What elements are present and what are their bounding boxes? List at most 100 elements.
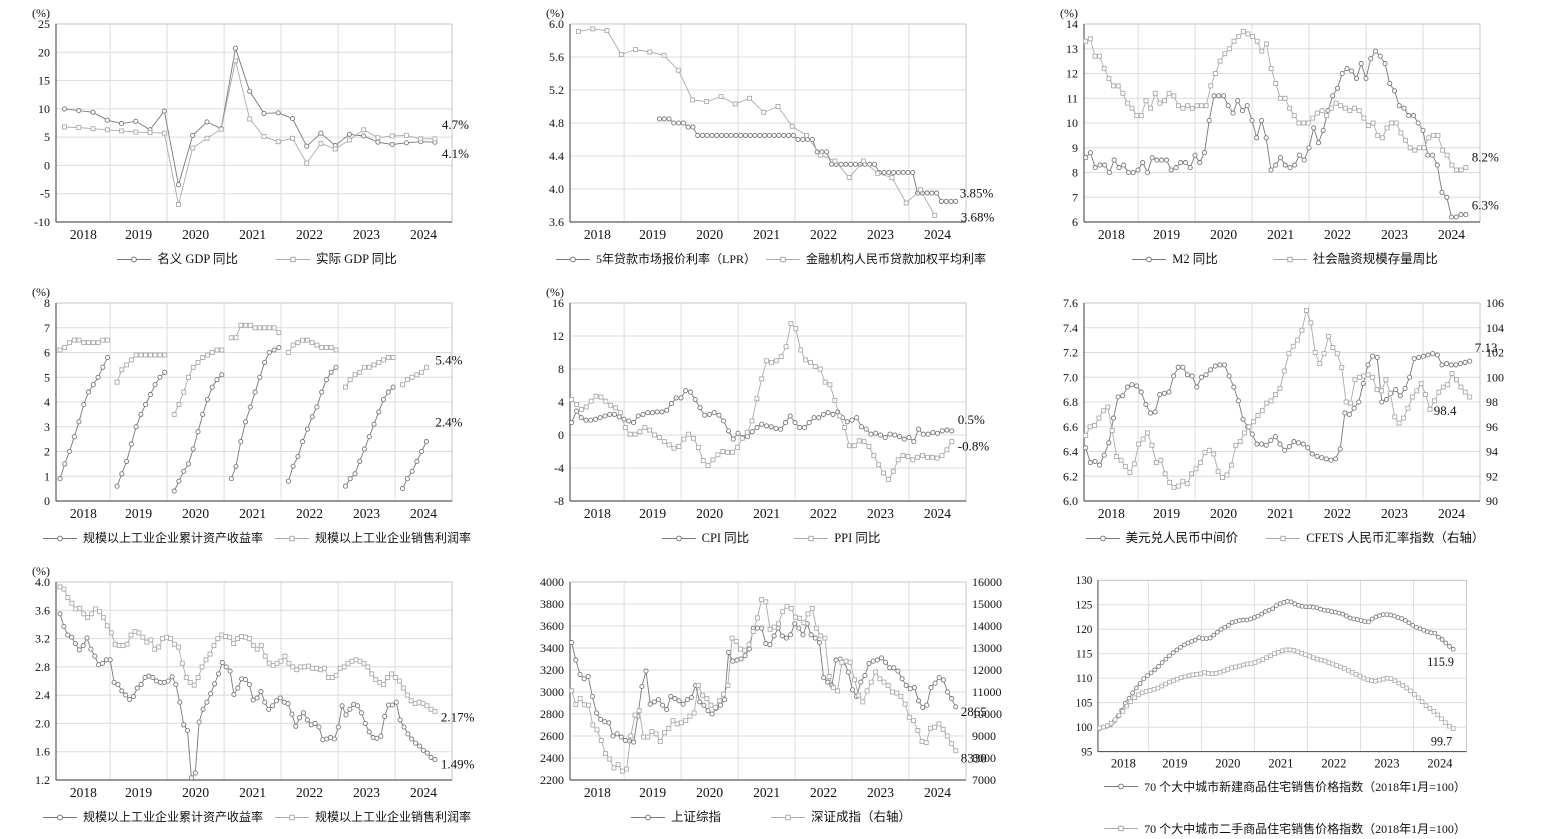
series-0 (1097, 598, 1456, 731)
svg-text:90: 90 (1486, 494, 1498, 508)
svg-text:102: 102 (1486, 346, 1504, 360)
svg-text:0: 0 (558, 428, 564, 442)
series-end-value-label: 3.85% (960, 185, 994, 200)
series-markers-square (1083, 307, 1473, 490)
industrial-cumulative-legend: 规模以上工业企业累计资产收益率 规模以上工业企业销售利润率 (42, 530, 471, 546)
m2-plot: 14 13 12 11 10 9 8 7 6 (%) 2018 2019 2020 2021 2022 202… (1060, 6, 1499, 242)
svg-text:2023: 2023 (867, 785, 894, 800)
series-0 (656, 116, 959, 204)
legend-line-square-marker-icon (276, 256, 310, 263)
series-markers-square (62, 58, 438, 207)
svg-text:2024: 2024 (410, 785, 437, 800)
series-markers-square (569, 597, 959, 774)
y-axis-unit-label: (%) (32, 285, 50, 299)
svg-text:8000: 8000 (972, 751, 996, 765)
series-1 (1097, 647, 1456, 731)
series-markers-square (569, 321, 955, 482)
legend-label: 70 个大中城市新建商品住宅销售价格指数（2018年1月=100） (1144, 779, 1466, 794)
svg-text:3400: 3400 (540, 641, 564, 655)
series-1 (57, 584, 438, 714)
series-end-value-label: -0.8% (958, 439, 990, 454)
series-line (116, 371, 166, 487)
y-axis-unit-label: (%) (32, 564, 50, 578)
svg-text:2024: 2024 (410, 506, 437, 521)
legend-label: 规模以上工业企业销售利润率 (315, 810, 472, 824)
svg-text:1: 1 (44, 469, 50, 483)
legend-item: 美元兑人民币中间价 (1085, 530, 1238, 547)
svg-text:2018: 2018 (584, 227, 611, 242)
legend-item: CPI 同比 (661, 530, 749, 547)
series-0 (57, 611, 438, 781)
series-1 (569, 321, 955, 482)
y-axis-tick-labels: 6.0 5.6 5.2 4.8 4.4 4.0 3.6 (549, 17, 564, 229)
lpr-plot: 6.0 5.6 5.2 4.8 4.4 4.0 3.6 (%) 2018 2019 2020 2021… (546, 6, 994, 242)
svg-text:3600: 3600 (540, 619, 564, 633)
x-axis-year-labels: 2018 2019 2020 2021 2022 2023 2024 (70, 785, 437, 800)
svg-text:-5: -5 (40, 187, 50, 201)
series-end-value-label: 99.7 (1431, 734, 1452, 748)
svg-text:2019: 2019 (1162, 756, 1187, 770)
svg-text:0: 0 (44, 494, 50, 508)
svg-text:8: 8 (44, 296, 50, 310)
svg-text:2022: 2022 (810, 227, 837, 242)
svg-text:2800: 2800 (540, 707, 564, 721)
industrial-cumulative-plot: 8 7 6 5 4 3 2 1 0 (%) 2018 2019 2020 2021 2022 2023 2024… (32, 285, 463, 521)
svg-text:8: 8 (558, 362, 564, 376)
legend-label: 实际 GDP 同比 (316, 252, 397, 266)
svg-text:2022: 2022 (1321, 756, 1346, 770)
svg-text:2024: 2024 (1438, 506, 1465, 521)
gridlines (570, 302, 966, 502)
legend-item: 规模以上工业企业累计资产收益率 (42, 809, 263, 825)
series-end-value-label: 6.3% (1472, 198, 1499, 213)
svg-text:110: 110 (1076, 673, 1093, 685)
series-end-value-label: 4.1% (442, 146, 469, 161)
y-axis-tick-labels: 7.6 7.4 7.2 7.0 6.8 6.6 6.4 6.2 6.0 (1063, 296, 1078, 508)
svg-text:2018: 2018 (584, 785, 611, 800)
x-axis-year-labels: 2018 2019 2020 2021 2022 2023 2024 (584, 506, 951, 521)
legend-item: M2 同比 (1132, 251, 1218, 268)
legend-label: 上证综指 (670, 810, 721, 824)
svg-text:92: 92 (1486, 469, 1498, 483)
chart-industrial-roa-margin-trend: 4.0 3.6 3.2 2.8 2.4 2.0 1.6 1.2 (%) 2018 2019 2020 2… (0, 558, 514, 837)
svg-text:3200: 3200 (540, 663, 564, 677)
svg-text:6: 6 (44, 346, 50, 360)
y-axis-unit-label: (%) (32, 6, 50, 20)
svg-text:2.4: 2.4 (35, 688, 50, 702)
legend-item: 70 个大中城市新建商品住宅销售价格指数（2018年1月=100） (1104, 779, 1466, 795)
svg-text:115: 115 (1076, 648, 1093, 660)
svg-text:2019: 2019 (639, 506, 666, 521)
series-line (402, 441, 427, 489)
cpi-ppi-legend: CPI 同比 PPI 同比 (661, 530, 880, 547)
svg-text:0: 0 (44, 158, 50, 172)
svg-text:14: 14 (1066, 17, 1078, 31)
svg-text:104: 104 (1486, 321, 1504, 335)
svg-text:2021: 2021 (753, 785, 780, 800)
y-axis-tick-labels: 4.0 3.6 3.2 2.8 2.4 2.0 1.6 1.2 (35, 575, 50, 787)
y-axis-unit-label: (%) (546, 6, 564, 20)
svg-text:4000: 4000 (540, 575, 564, 589)
svg-text:2021: 2021 (1267, 506, 1294, 521)
svg-text:4: 4 (44, 395, 50, 409)
svg-text:10000: 10000 (972, 707, 1002, 721)
svg-text:2: 2 (44, 445, 50, 459)
svg-text:7000: 7000 (972, 773, 996, 787)
svg-text:5.6: 5.6 (549, 50, 564, 64)
svg-text:12: 12 (1066, 67, 1078, 81)
chart-stock-indices: 4000 3800 3600 3400 3200 3000 2800 2600 2400 2200… (514, 558, 1028, 837)
svg-text:2019: 2019 (639, 227, 666, 242)
chart-housing-price-index: 130 125 120 115 110 105 100 95 2018 2019 2020 2021 2… (1028, 558, 1542, 837)
series-end-value-label: 1.49% (441, 757, 475, 772)
svg-text:105: 105 (1076, 697, 1093, 709)
legend-line-square-marker-icon (771, 814, 805, 821)
svg-text:2021: 2021 (239, 506, 266, 521)
plot-border (1097, 579, 1467, 753)
series-line (287, 366, 337, 482)
svg-text:95: 95 (1081, 746, 1093, 758)
series-line (571, 598, 957, 772)
svg-text:5: 5 (44, 130, 50, 144)
svg-text:120: 120 (1076, 624, 1093, 636)
x-axis-year-labels: 2018 2019 2020 2021 2022 2023 2024 (70, 227, 437, 242)
svg-text:14000: 14000 (972, 619, 1002, 633)
series-markers-circle (57, 344, 429, 494)
svg-text:100: 100 (1486, 370, 1504, 384)
